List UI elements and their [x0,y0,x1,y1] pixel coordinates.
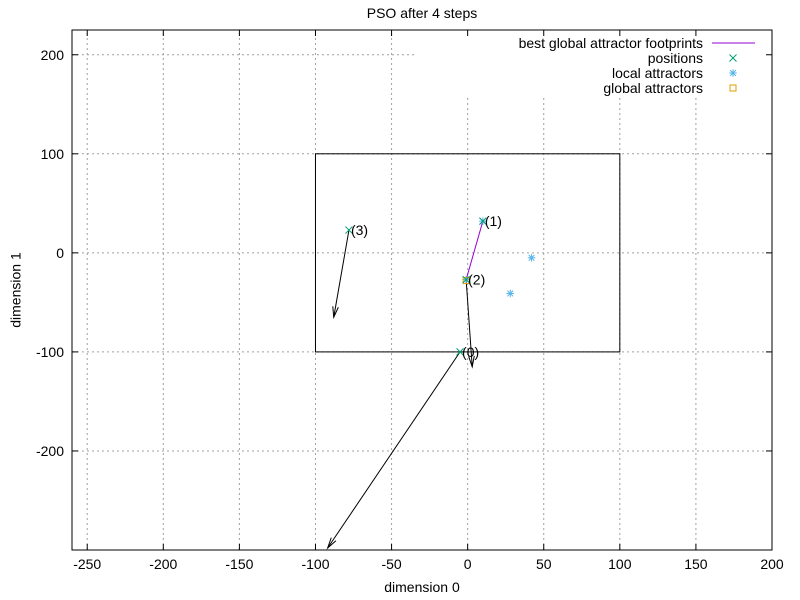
velocity-arrow-shaft [333,229,350,318]
x-tick-label: -50 [381,556,401,572]
y-tick-label: 200 [41,47,65,63]
y-tick-label: -200 [36,443,64,459]
position-point-stroke [456,348,464,356]
position-point [345,226,353,234]
x-tick-label: 50 [536,556,552,572]
x-tick-label: -150 [225,556,253,572]
x-tick-label: 100 [608,556,632,572]
position-label: (0) [462,344,479,360]
position-label: (2) [468,272,485,288]
legend-x-marker-stroke [729,54,737,62]
velocity-arrow-head [326,537,337,550]
position-point-stroke [462,275,470,284]
chart-title: PSO after 4 steps [367,5,478,21]
legend-label: positions [648,50,703,66]
legend-label: global attractors [603,80,703,96]
grid-lines [72,30,773,550]
velocity-arrow-head [468,355,475,369]
x-tick-label: 150 [684,556,708,572]
legend-star-marker-stroke [729,69,737,77]
x-tick-label: -200 [149,556,177,572]
position-point-stroke [345,226,353,234]
x-tick-label: 0 [464,556,472,572]
velocity-arrow [326,351,461,550]
global-attractor-point [462,277,470,285]
position-label: (3) [351,222,368,238]
legend-entry-local_attractors: local attractors [612,65,737,81]
velocity-arrow [332,229,350,320]
search-domain-rect [314,153,621,353]
legend-x-marker [729,54,737,62]
legend-label: local attractors [612,65,703,81]
y-tick-label: 100 [41,146,65,162]
legend-label: best global attractor footprints [519,35,703,51]
y-axis-label: dimension 1 [8,252,24,328]
velocity-arrow-head [332,306,339,320]
plot-frame [71,29,773,551]
x-tick-label: 200 [760,556,784,572]
local-attractor-point [527,254,536,262]
tick-labels: -250 -200 -150 -100 -50 0 50 100 150 200 -200 -100 0… [36,30,784,572]
legend-entry-global_attractors: global attractors [603,80,737,96]
legend-entry-positions: positions [648,50,737,66]
footprint-line [465,221,484,280]
local-attractor-point-stroke [528,254,535,262]
legend-entry-footprints: best global attractor footprints [519,35,755,51]
data-layer [326,217,536,550]
x-tick-label: -100 [301,556,329,572]
position-point-stroke [479,217,487,226]
x-axis-label: dimension 0 [384,579,460,595]
position-point [479,217,487,226]
y-tick-label: 0 [56,245,64,261]
x-tick-label: -250 [73,556,101,572]
legend-square-marker [729,84,737,92]
position-label: (1) [485,213,502,229]
local-attractor-point-stroke [507,290,514,297]
position-point [456,348,464,356]
velocity-arrow [465,279,475,369]
y-tick-label: -100 [36,344,64,360]
position-point [462,275,470,284]
search-domain-box [314,153,621,353]
legend-star-marker [729,69,737,77]
local-attractor-point [506,289,515,298]
velocity-arrow-shaft [327,351,461,549]
legend: best global attractor footprintsposition… [519,35,755,96]
point-labels: (0) (1) (2) (3) [351,213,502,360]
velocity-arrow-shaft [465,279,473,367]
